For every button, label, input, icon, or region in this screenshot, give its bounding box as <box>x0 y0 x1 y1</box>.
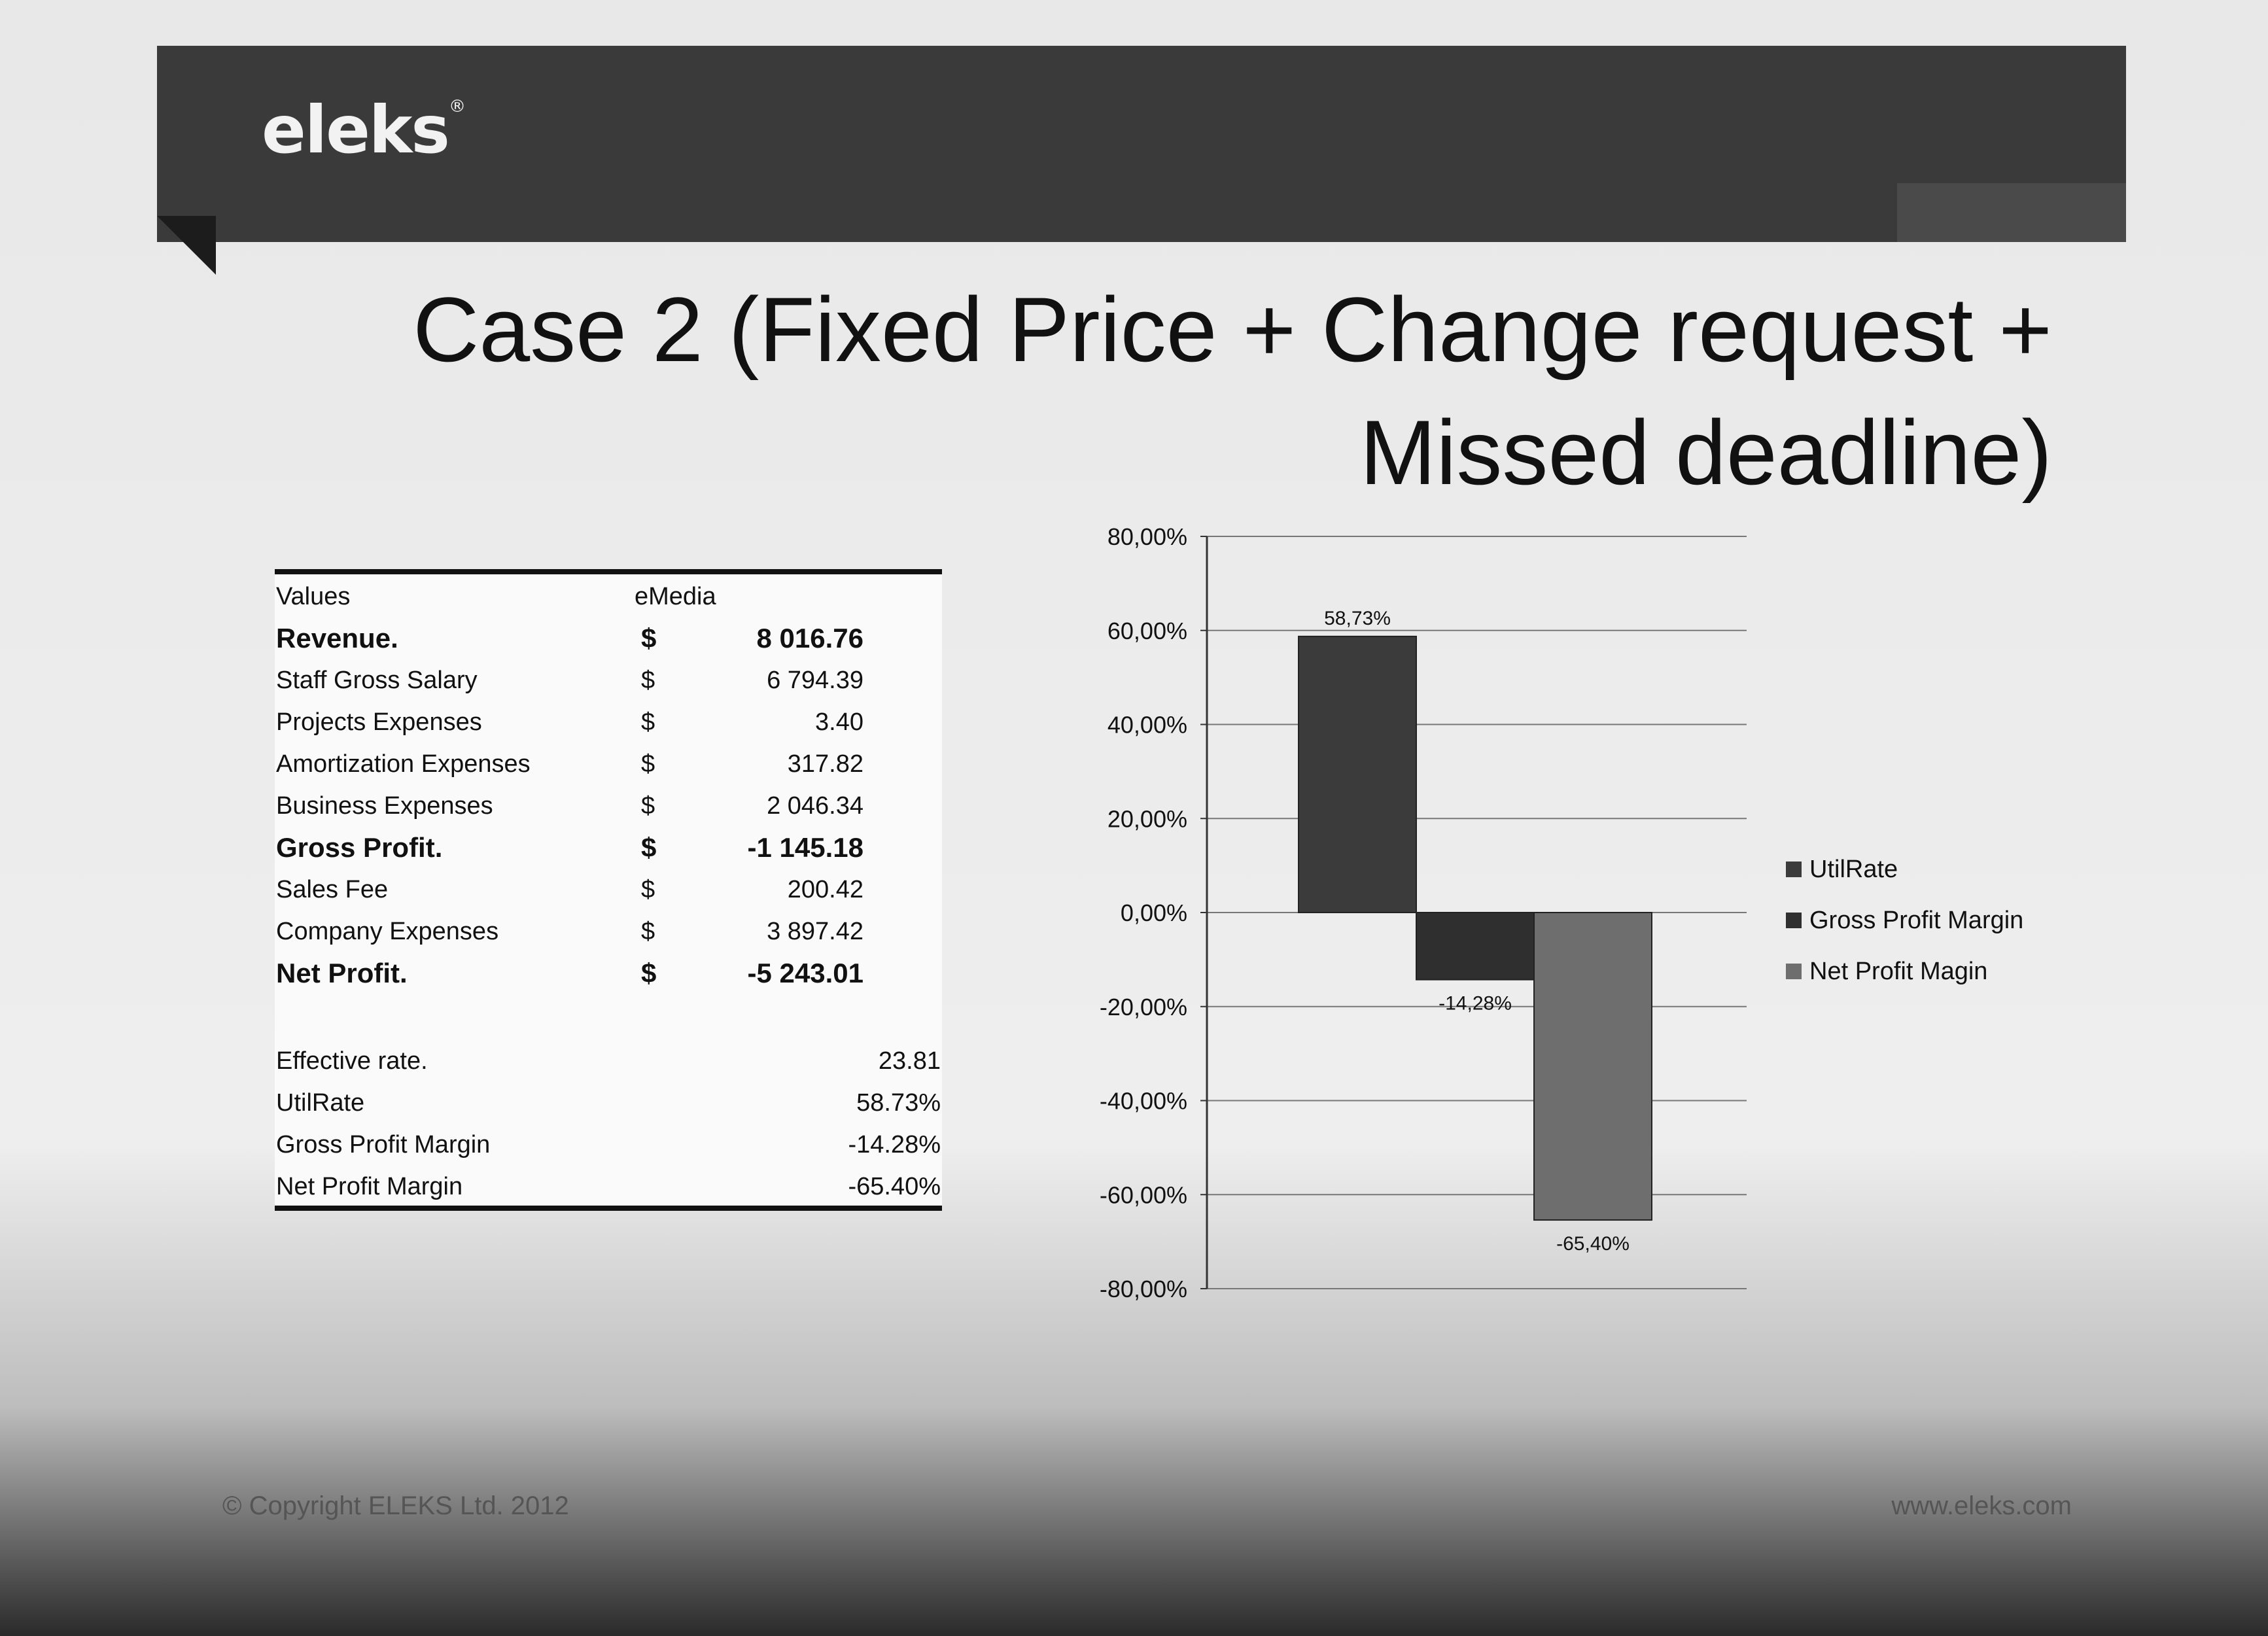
data-label: -65,40% <box>1556 1233 1630 1255</box>
row-label: Revenue. <box>276 623 398 653</box>
legend-swatch <box>1786 913 1802 928</box>
row-amount: 2 046.34 <box>767 792 864 820</box>
row-currency: $ <box>641 623 657 653</box>
legend-swatch <box>1786 862 1802 877</box>
footer-copyright: © Copyright ELEKS Ltd. 2012 <box>222 1491 569 1520</box>
y-tick-label: 40,00% <box>1108 712 1187 739</box>
bar-gross-profit-margin <box>1416 912 1535 981</box>
legend-swatch <box>1786 964 1802 979</box>
legend-item: UtilRate <box>1786 844 2023 895</box>
financial-table: Values eMedia Revenue. $8 016.76 Staff Gro… <box>275 569 942 1211</box>
row-label: Net Profit. <box>276 958 408 988</box>
table-row: Sales Fee $200.42 <box>275 869 942 911</box>
row-amount: 200.42 <box>787 876 864 903</box>
metric-label: UtilRate <box>276 1089 365 1117</box>
row-currency: $ <box>641 832 657 863</box>
metric-label: Net Profit Margin <box>276 1173 463 1200</box>
chart-legend: UtilRate Gross Profit Margin Net Profit Ma… <box>1786 844 2023 997</box>
row-currency: $ <box>641 918 655 945</box>
bar-utilrate <box>1298 635 1417 914</box>
header-values: Values <box>276 583 351 610</box>
metric-label: Effective rate. <box>276 1047 428 1075</box>
y-tick-label: -20,00% <box>1100 994 1187 1020</box>
header-banner <box>157 46 2126 242</box>
legend-label: Gross Profit Margin <box>1809 906 2024 934</box>
data-label: 58,73% <box>1324 608 1391 629</box>
y-tick-label: -80,00% <box>1100 1276 1187 1302</box>
table-row: Company Expenses $3 897.42 <box>275 911 942 952</box>
row-amount: 317.82 <box>787 750 864 778</box>
y-tick-label: -40,00% <box>1100 1088 1187 1115</box>
eleks-logo: eleks® <box>262 92 466 168</box>
row-amount: 3 897.42 <box>767 918 864 945</box>
row-label: Sales Fee <box>276 876 389 903</box>
metric-row: UtilRate 58.73% <box>275 1082 942 1124</box>
table-row: Gross Profit. $ -1 145.18 <box>275 827 942 869</box>
bar-net-profit-magin <box>1533 912 1652 1221</box>
legend-item: Gross Profit Margin <box>1786 895 2023 946</box>
header-emedia: eMedia <box>635 583 716 610</box>
banner-tail <box>157 216 216 275</box>
metric-row: Net Profit Margin -65.40% <box>275 1166 942 1208</box>
table-row: Amortization Expenses $317.82 <box>275 743 942 785</box>
title-line-2: Missed deadline) <box>1359 401 2052 504</box>
table-row: Net Profit. $ -5 243.01 <box>275 952 942 994</box>
row-label: Business Expenses <box>276 792 493 820</box>
title-line-1: Case 2 (Fixed Price + Change request + <box>413 278 2052 381</box>
y-tick-label: 0,00% <box>1121 899 1187 926</box>
y-tick-label: 20,00% <box>1108 805 1187 832</box>
table-header-row: Values eMedia <box>275 576 942 618</box>
y-tick-label: 60,00% <box>1108 618 1187 644</box>
metric-label: Gross Profit Margin <box>276 1131 491 1158</box>
legend-label: UtilRate <box>1809 855 1898 883</box>
margin-bar-chart: 80,00% 60,00% 40,00% 20,00% 0,00% -20,00% -40,… <box>1100 523 1747 1302</box>
row-label: Projects Expenses <box>276 708 482 736</box>
banner-fold <box>1897 183 2126 242</box>
metric-row: Effective rate. 23.81 <box>275 1040 942 1082</box>
row-amount: -5 243.01 <box>747 958 864 988</box>
metric-value: 23.81 <box>878 1047 941 1075</box>
row-currency: $ <box>641 958 657 988</box>
footer-url[interactable]: www.eleks.com <box>1891 1491 2072 1520</box>
row-label: Company Expenses <box>276 918 499 945</box>
row-currency: $ <box>641 876 655 903</box>
row-currency: $ <box>641 708 655 736</box>
table-row: Business Expenses $2 046.34 <box>275 785 942 827</box>
table-row: Staff Gross Salary $6 794.39 <box>275 659 942 701</box>
legend-item: Net Profit Magin <box>1786 946 2023 997</box>
row-currency: $ <box>641 792 655 820</box>
metric-row: Gross Profit Margin -14.28% <box>275 1124 942 1166</box>
row-currency: $ <box>641 667 655 694</box>
table-row: Projects Expenses $3.40 <box>275 701 942 743</box>
data-label: -14,28% <box>1439 993 1512 1015</box>
row-label: Gross Profit. <box>276 832 443 863</box>
y-tick-label: -60,00% <box>1100 1181 1187 1208</box>
row-amount: 3.40 <box>815 708 864 736</box>
row-currency: $ <box>641 750 655 778</box>
metric-value: -65.40% <box>848 1173 941 1200</box>
metric-value: 58.73% <box>856 1089 941 1117</box>
row-amount: -1 145.18 <box>747 832 864 863</box>
row-label: Amortization Expenses <box>276 750 531 778</box>
row-amount: 8 016.76 <box>756 623 864 653</box>
slide-title: Case 2 (Fixed Price + Change request + M… <box>351 268 2052 514</box>
row-label: Staff Gross Salary <box>276 667 478 694</box>
metric-value: -14.28% <box>848 1131 941 1158</box>
row-amount: 6 794.39 <box>767 667 864 694</box>
table-row: Revenue. $8 016.76 <box>275 618 942 659</box>
legend-label: Net Profit Magin <box>1809 957 1988 985</box>
y-tick-label: 80,00% <box>1108 523 1187 550</box>
